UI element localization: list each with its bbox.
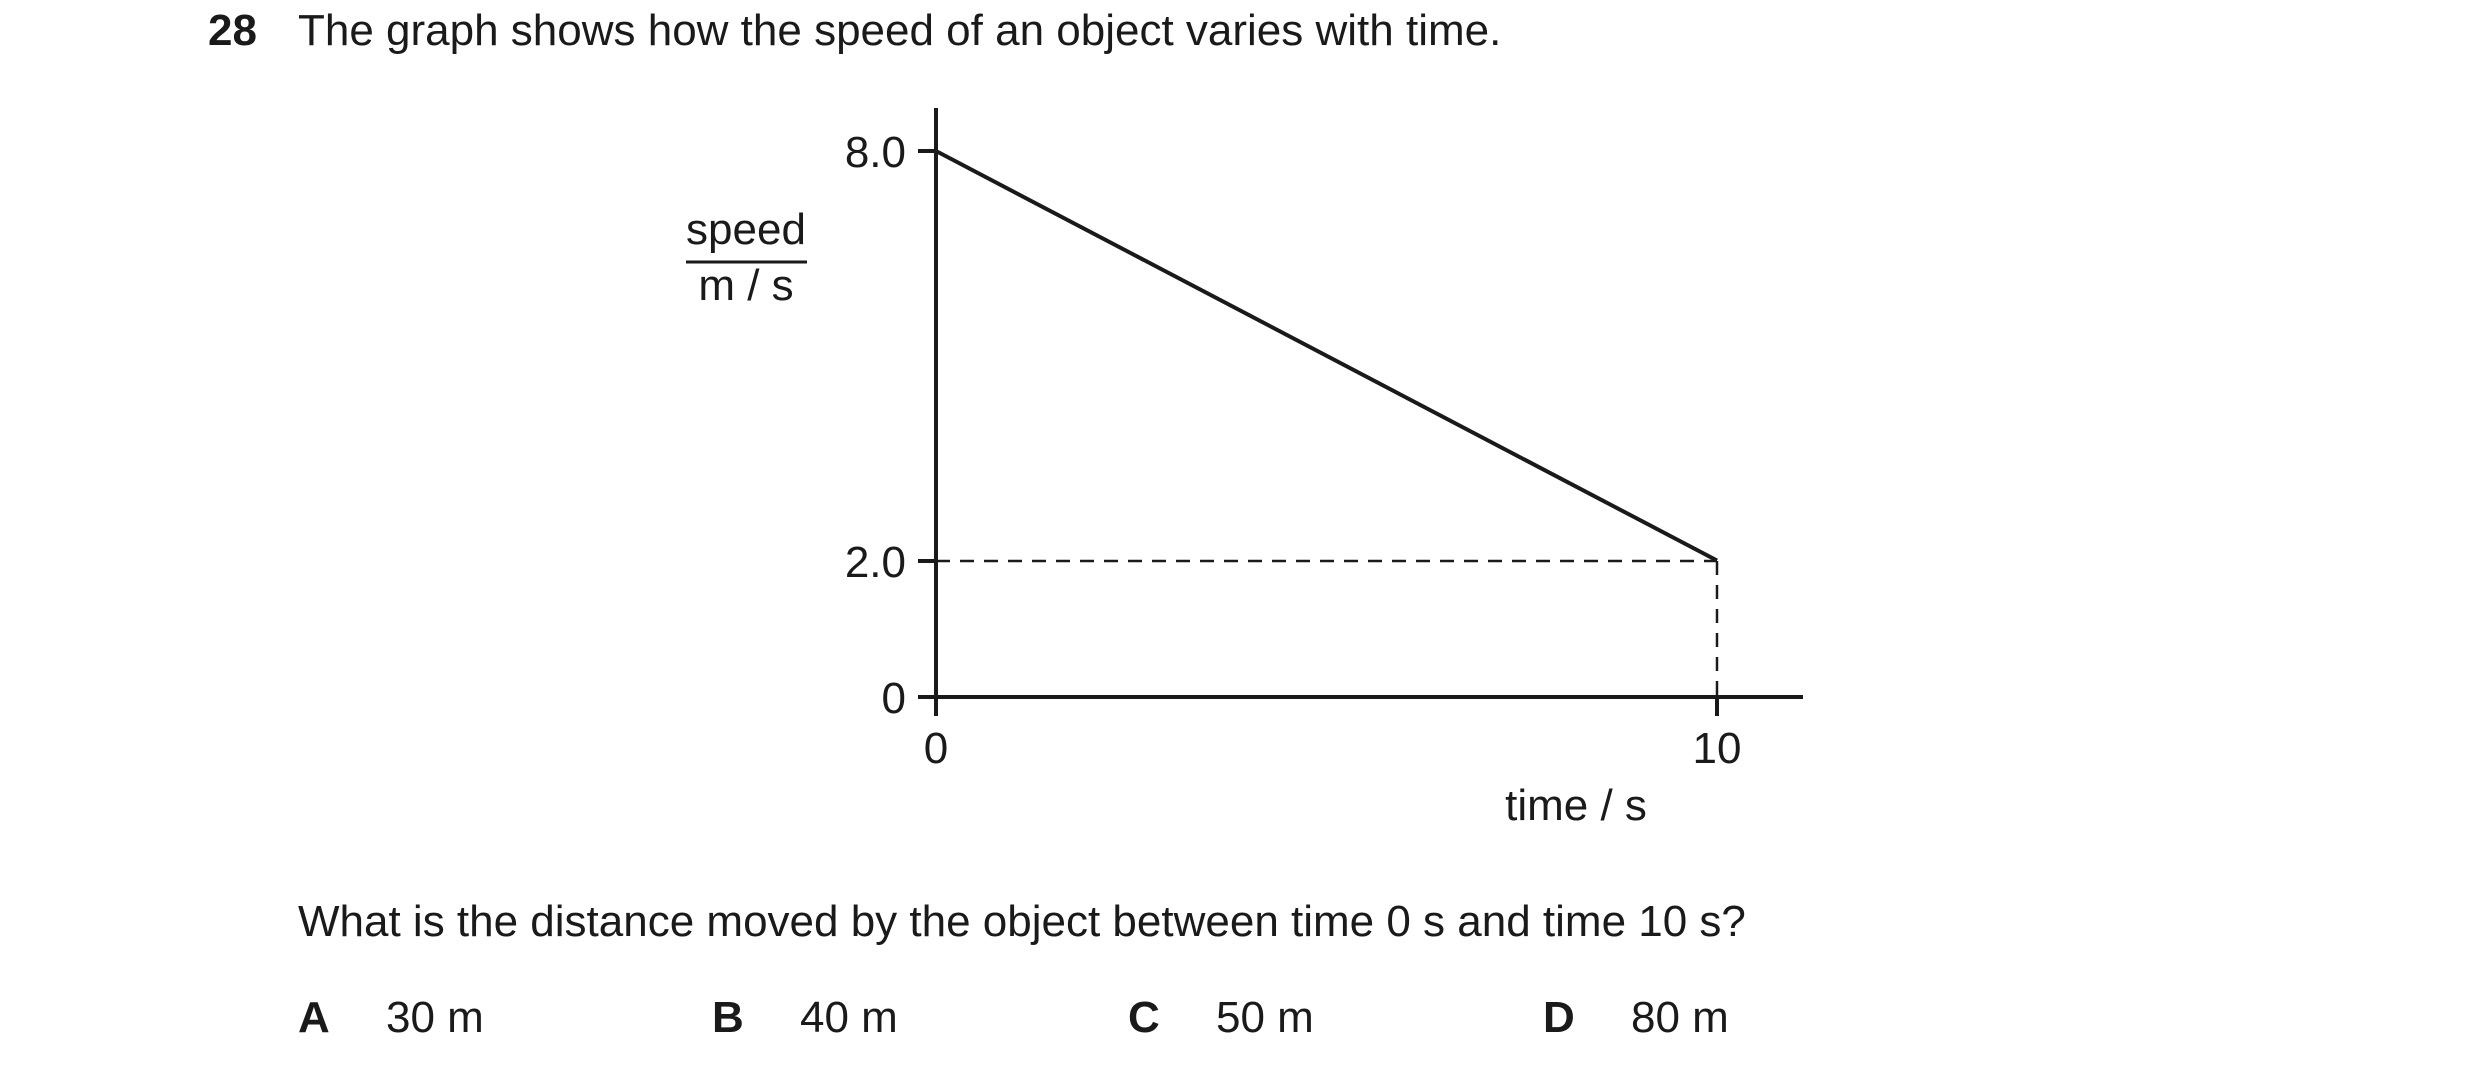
option-value: 80 m <box>1631 993 1729 1042</box>
question-number: 28 <box>208 6 257 55</box>
x-tick-label-0: 0 <box>924 724 948 773</box>
speed-line <box>935 149 1718 563</box>
x-tick-label-10: 10 <box>1693 724 1742 773</box>
option-letter: A <box>298 993 330 1042</box>
option-letter: D <box>1543 993 1575 1042</box>
question-text: The graph shows how the speed of an obje… <box>298 6 1502 55</box>
speed-time-graph: 8.0 2.0 0 0 10 speed m / s time / s <box>686 108 1803 830</box>
y-tick-label-0: 0 <box>882 674 906 723</box>
option-value: 50 m <box>1216 993 1314 1042</box>
x-axis-label: time / s <box>1505 781 1647 830</box>
y-tick-label-8: 8.0 <box>845 128 906 177</box>
option-value: 30 m <box>386 993 484 1042</box>
question-prompt: What is the distance moved by the object… <box>298 897 1746 946</box>
option-letter: C <box>1128 993 1160 1042</box>
option-letter: B <box>712 993 744 1042</box>
option-value: 40 m <box>800 993 898 1042</box>
y-tick-label-2: 2.0 <box>845 538 906 587</box>
y-axis-label-unit: m / s <box>698 261 793 310</box>
y-axis-label-quantity: speed <box>686 205 806 254</box>
